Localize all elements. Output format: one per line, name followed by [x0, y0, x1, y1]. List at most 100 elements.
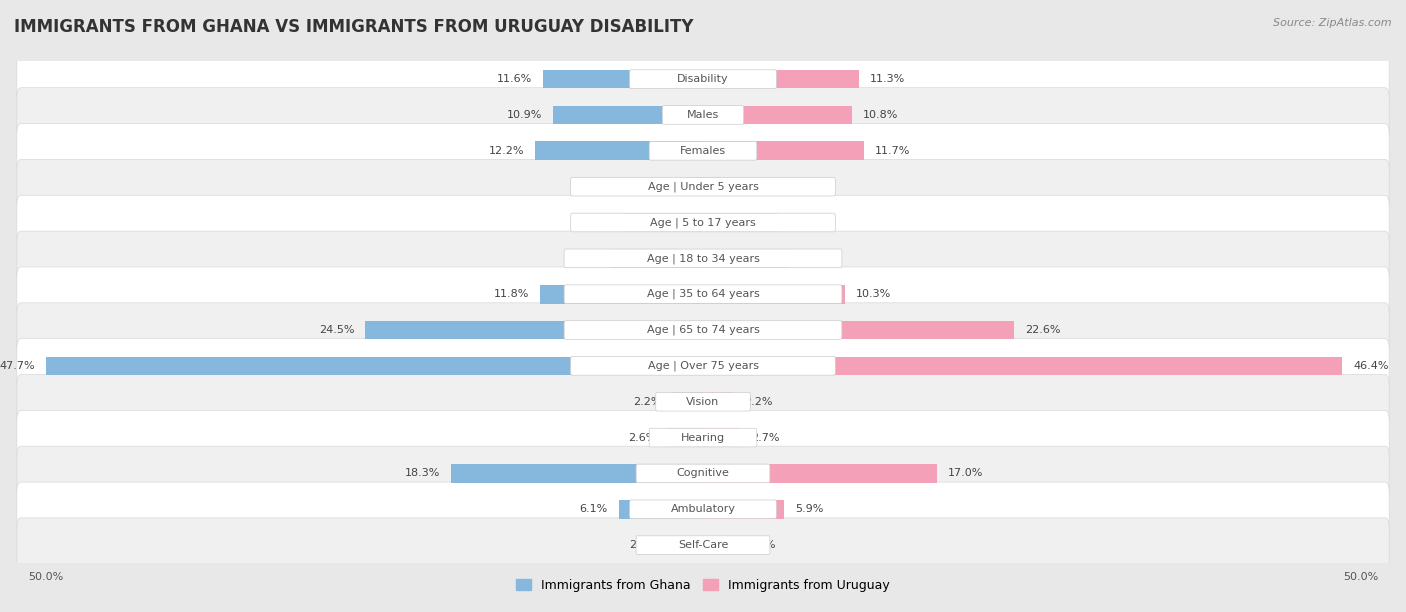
Text: IMMIGRANTS FROM GHANA VS IMMIGRANTS FROM URUGUAY DISABILITY: IMMIGRANTS FROM GHANA VS IMMIGRANTS FROM…: [14, 18, 693, 36]
Text: Disability: Disability: [678, 74, 728, 84]
Bar: [451, 464, 703, 483]
FancyBboxPatch shape: [564, 285, 842, 304]
Text: 10.3%: 10.3%: [856, 289, 891, 299]
Text: 50.0%: 50.0%: [1343, 572, 1378, 582]
FancyBboxPatch shape: [564, 249, 842, 267]
Text: Males: Males: [688, 110, 718, 120]
FancyBboxPatch shape: [17, 410, 1389, 465]
FancyBboxPatch shape: [571, 177, 835, 196]
FancyBboxPatch shape: [630, 70, 776, 89]
Text: 18.3%: 18.3%: [405, 468, 440, 479]
Bar: [534, 141, 703, 160]
Text: 46.4%: 46.4%: [1354, 361, 1389, 371]
Bar: [366, 321, 703, 340]
Bar: [612, 249, 703, 267]
FancyBboxPatch shape: [571, 213, 835, 232]
Text: Source: ZipAtlas.com: Source: ZipAtlas.com: [1274, 18, 1392, 28]
Bar: [703, 536, 737, 554]
FancyBboxPatch shape: [17, 195, 1389, 250]
Text: Self-Care: Self-Care: [678, 540, 728, 550]
Bar: [621, 213, 703, 232]
FancyBboxPatch shape: [630, 500, 776, 518]
Bar: [703, 357, 1343, 375]
Text: 5.9%: 5.9%: [582, 217, 610, 228]
Bar: [703, 177, 720, 196]
Text: 6.2%: 6.2%: [800, 253, 828, 263]
Text: 2.5%: 2.5%: [628, 540, 658, 550]
Bar: [668, 428, 703, 447]
FancyBboxPatch shape: [650, 141, 756, 160]
FancyBboxPatch shape: [17, 375, 1389, 429]
Text: 12.2%: 12.2%: [488, 146, 524, 156]
FancyBboxPatch shape: [564, 321, 842, 340]
Text: Ambulatory: Ambulatory: [671, 504, 735, 514]
Text: Age | 18 to 34 years: Age | 18 to 34 years: [647, 253, 759, 264]
FancyBboxPatch shape: [17, 52, 1389, 106]
Bar: [703, 141, 865, 160]
Text: 2.2%: 2.2%: [744, 397, 773, 407]
Bar: [619, 500, 703, 518]
Text: Females: Females: [681, 146, 725, 156]
Text: Hearing: Hearing: [681, 433, 725, 442]
FancyBboxPatch shape: [17, 338, 1389, 393]
Text: Age | 65 to 74 years: Age | 65 to 74 years: [647, 325, 759, 335]
Text: 1.2%: 1.2%: [647, 182, 675, 192]
FancyBboxPatch shape: [17, 88, 1389, 142]
Text: 50.0%: 50.0%: [28, 572, 63, 582]
FancyBboxPatch shape: [17, 482, 1389, 537]
FancyBboxPatch shape: [571, 357, 835, 375]
Bar: [46, 357, 703, 375]
Bar: [703, 285, 845, 304]
FancyBboxPatch shape: [17, 303, 1389, 357]
Text: 5.6%: 5.6%: [792, 217, 820, 228]
Text: 11.6%: 11.6%: [496, 74, 531, 84]
Text: 5.9%: 5.9%: [796, 504, 824, 514]
Text: Age | Under 5 years: Age | Under 5 years: [648, 181, 758, 192]
Bar: [703, 70, 859, 89]
Text: Vision: Vision: [686, 397, 720, 407]
FancyBboxPatch shape: [17, 267, 1389, 321]
FancyBboxPatch shape: [636, 464, 770, 483]
Text: Age | Over 75 years: Age | Over 75 years: [648, 360, 758, 371]
Text: Cognitive: Cognitive: [676, 468, 730, 479]
Bar: [703, 213, 780, 232]
Text: 2.2%: 2.2%: [633, 397, 662, 407]
Text: 2.6%: 2.6%: [627, 433, 657, 442]
Bar: [703, 428, 740, 447]
Text: 10.9%: 10.9%: [506, 110, 541, 120]
Bar: [703, 464, 938, 483]
Text: 47.7%: 47.7%: [0, 361, 35, 371]
Legend: Immigrants from Ghana, Immigrants from Uruguay: Immigrants from Ghana, Immigrants from U…: [516, 579, 890, 592]
Text: 6.6%: 6.6%: [572, 253, 600, 263]
Bar: [672, 392, 703, 411]
Text: 22.6%: 22.6%: [1025, 325, 1062, 335]
Bar: [703, 106, 852, 124]
Text: 17.0%: 17.0%: [948, 468, 984, 479]
FancyBboxPatch shape: [655, 392, 751, 411]
Bar: [703, 321, 1014, 340]
FancyBboxPatch shape: [17, 518, 1389, 572]
Text: 1.2%: 1.2%: [731, 182, 759, 192]
Text: 11.7%: 11.7%: [875, 146, 911, 156]
Bar: [703, 249, 789, 267]
Bar: [686, 177, 703, 196]
Bar: [669, 536, 703, 554]
Text: 2.7%: 2.7%: [751, 433, 780, 442]
Bar: [543, 70, 703, 89]
Text: Age | 35 to 64 years: Age | 35 to 64 years: [647, 289, 759, 299]
FancyBboxPatch shape: [17, 124, 1389, 178]
FancyBboxPatch shape: [650, 428, 756, 447]
Bar: [553, 106, 703, 124]
FancyBboxPatch shape: [636, 536, 770, 554]
Text: 11.3%: 11.3%: [870, 74, 905, 84]
FancyBboxPatch shape: [17, 159, 1389, 214]
Text: 10.8%: 10.8%: [863, 110, 898, 120]
Text: 24.5%: 24.5%: [319, 325, 354, 335]
Text: 11.8%: 11.8%: [494, 289, 530, 299]
Bar: [703, 392, 734, 411]
Text: Age | 5 to 17 years: Age | 5 to 17 years: [650, 217, 756, 228]
Bar: [703, 500, 785, 518]
FancyBboxPatch shape: [17, 446, 1389, 501]
Bar: [540, 285, 703, 304]
FancyBboxPatch shape: [17, 231, 1389, 286]
